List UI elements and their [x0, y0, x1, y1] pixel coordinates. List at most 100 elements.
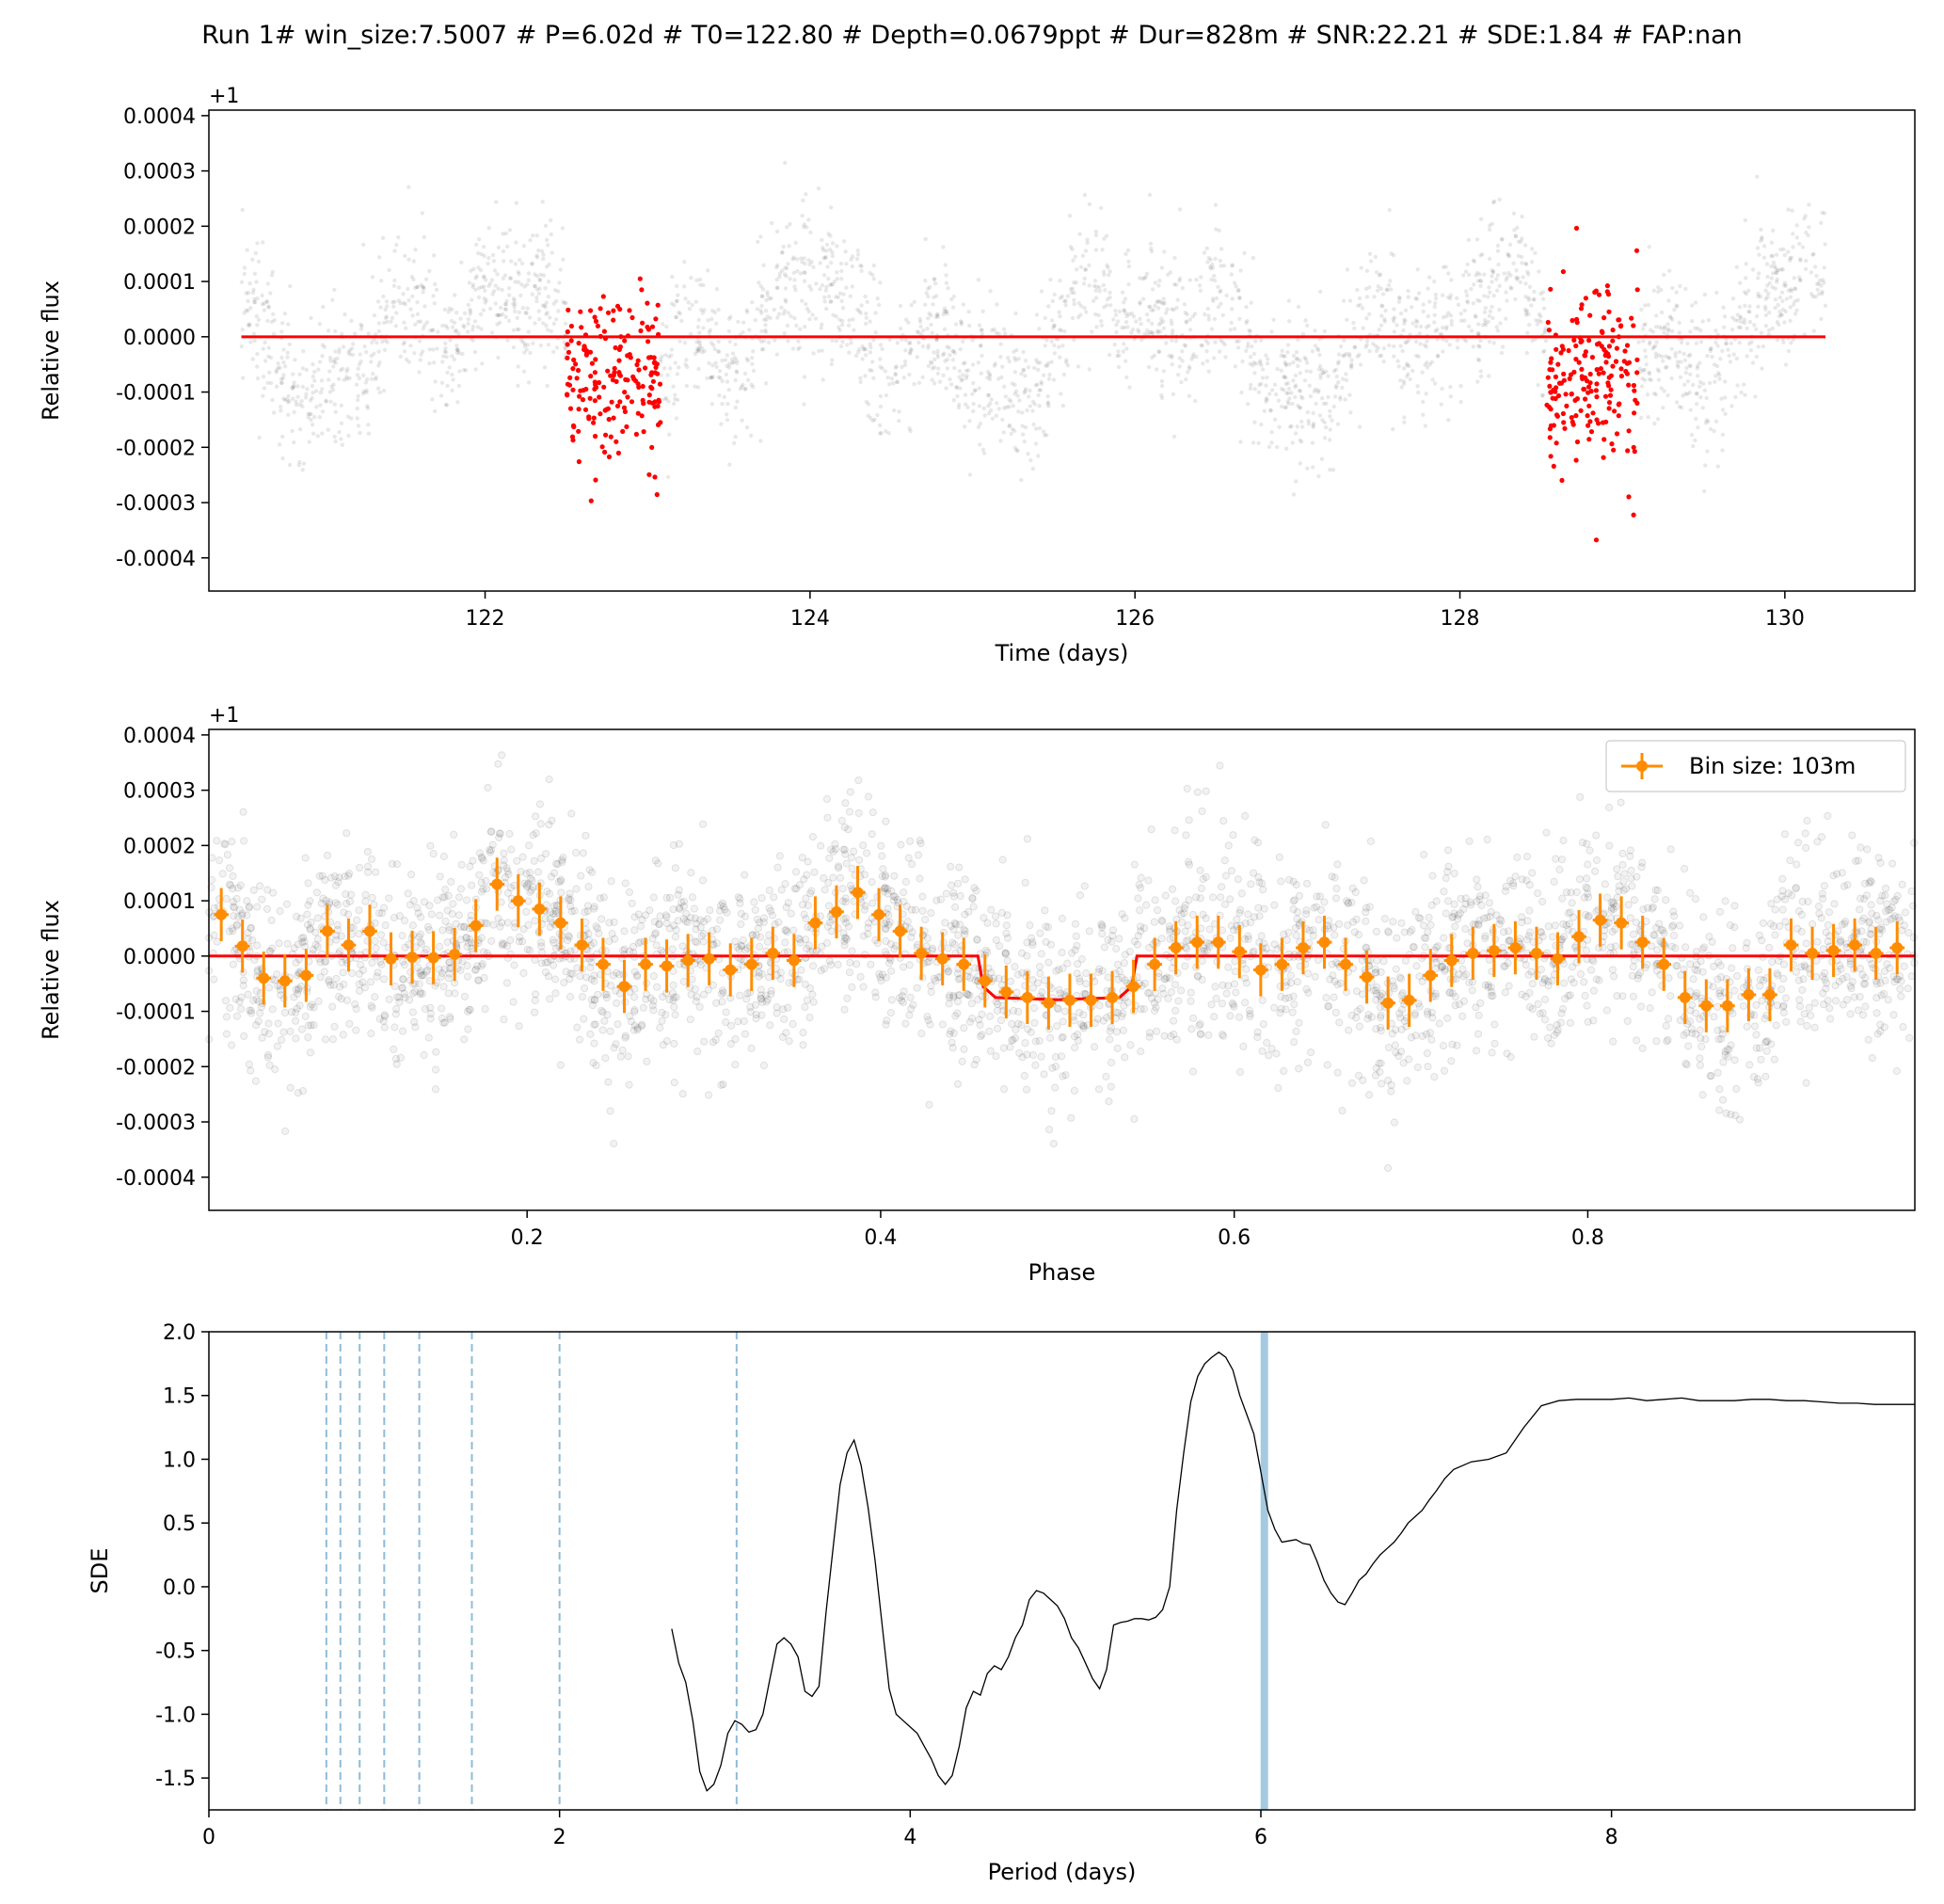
flux-point	[849, 257, 853, 262]
flux-point	[549, 217, 553, 223]
flux-point	[264, 299, 270, 304]
flux-point	[1279, 368, 1283, 373]
flux-point	[1063, 360, 1069, 365]
flux-point	[356, 397, 360, 403]
flux-point	[332, 287, 337, 293]
flux-point	[1290, 440, 1296, 445]
folded-point	[244, 990, 252, 999]
folded-point	[522, 907, 531, 916]
flux-point	[1189, 357, 1194, 361]
folded-point	[1387, 1087, 1395, 1096]
flux-point	[876, 302, 882, 308]
flux-point	[280, 376, 286, 381]
flux-point	[1248, 386, 1253, 391]
folded-point	[1095, 1001, 1104, 1010]
flux-point	[507, 276, 513, 280]
transit-point	[606, 454, 613, 459]
flux-point	[935, 314, 941, 319]
folded-point	[1629, 940, 1637, 949]
flux-point	[252, 339, 257, 344]
flux-point	[540, 200, 545, 204]
flux-point	[1540, 349, 1546, 355]
flux-point	[369, 353, 374, 359]
flux-point	[1010, 426, 1015, 432]
folded-point	[477, 888, 486, 896]
flux-point	[1183, 344, 1188, 348]
flux-point	[749, 433, 754, 438]
folded-point	[1090, 1043, 1099, 1051]
flux-point	[1032, 365, 1037, 371]
flux-point	[959, 320, 964, 325]
flux-point	[1491, 199, 1497, 204]
flux-point	[503, 307, 509, 312]
flux-point	[1504, 316, 1508, 321]
folded-point	[225, 864, 234, 872]
transit-point	[631, 376, 637, 382]
transit-point	[583, 352, 590, 358]
flux-point	[920, 344, 926, 349]
flux-point	[516, 383, 520, 388]
flux-point	[892, 408, 897, 413]
flux-point	[1810, 294, 1816, 299]
flux-point	[1509, 286, 1514, 291]
flux-point	[1702, 292, 1708, 297]
flux-point	[1322, 420, 1327, 425]
flux-point	[1807, 202, 1811, 207]
flux-point	[790, 257, 795, 262]
transit-point	[1613, 359, 1619, 364]
transit-point	[641, 429, 646, 435]
transit-point	[1583, 396, 1588, 402]
flux-point	[1148, 304, 1153, 310]
flux-point	[1235, 345, 1241, 350]
flux-point	[1032, 402, 1038, 407]
flux-point	[1144, 271, 1150, 276]
folded-point	[1130, 1114, 1139, 1124]
flux-point	[1159, 316, 1164, 321]
flux-point	[1524, 310, 1529, 315]
flux-point	[868, 368, 872, 373]
flux-point	[1441, 264, 1446, 269]
flux-point	[304, 392, 309, 396]
folded-point	[1037, 1052, 1045, 1061]
flux-point	[834, 339, 839, 344]
flux-point	[961, 373, 965, 377]
flux-point	[858, 263, 863, 268]
flux-point	[828, 299, 834, 304]
flux-point	[1415, 319, 1420, 325]
flux-point	[830, 338, 835, 344]
flux-point	[1651, 391, 1657, 396]
flux-point	[961, 361, 966, 366]
flux-point	[1423, 362, 1427, 367]
flux-point	[423, 277, 429, 281]
flux-point	[242, 271, 247, 277]
flux-point	[1287, 396, 1292, 401]
flux-point	[793, 240, 798, 246]
flux-point	[986, 404, 991, 408]
flux-point	[291, 384, 296, 389]
flux-point	[1065, 363, 1071, 368]
flux-point	[1754, 354, 1760, 360]
folded-point	[1735, 1115, 1745, 1124]
folded-point	[1777, 985, 1786, 994]
folded-point	[1389, 918, 1397, 926]
flux-point	[964, 373, 969, 378]
folded-point	[398, 1027, 407, 1035]
transit-point	[567, 406, 574, 411]
flux-point	[1291, 492, 1297, 497]
flux-point	[1219, 264, 1223, 268]
flux-point	[379, 279, 384, 283]
flux-point	[406, 297, 411, 303]
flux-point	[1057, 310, 1061, 314]
flux-point	[327, 377, 331, 382]
flux-point	[1750, 267, 1756, 272]
flux-point	[1344, 351, 1349, 357]
flux-point	[1282, 388, 1286, 392]
flux-point	[1490, 280, 1494, 284]
flux-point	[1381, 359, 1386, 364]
folded-point	[331, 881, 340, 889]
folded-point	[1799, 975, 1808, 984]
flux-point	[980, 328, 984, 332]
flux-point	[1328, 467, 1332, 472]
flux-point	[1257, 360, 1263, 365]
flux-point	[751, 349, 756, 354]
